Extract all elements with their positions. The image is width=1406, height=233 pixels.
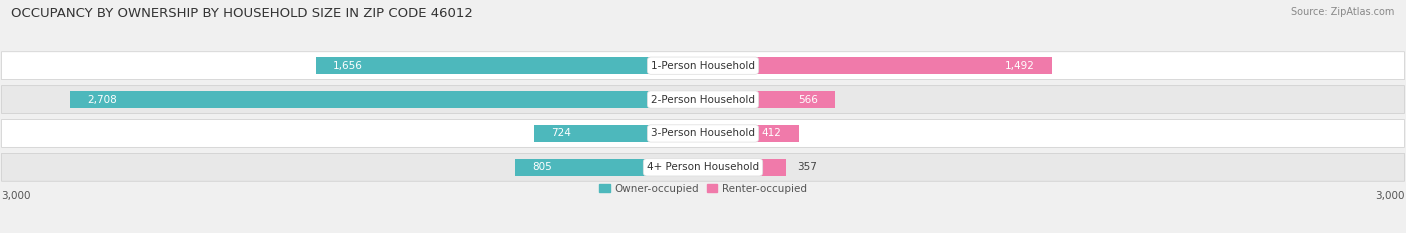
Text: Source: ZipAtlas.com: Source: ZipAtlas.com [1291,7,1395,17]
Text: 1,492: 1,492 [1004,61,1035,71]
Text: 357: 357 [797,162,817,172]
Text: 724: 724 [551,128,571,138]
Text: OCCUPANCY BY OWNERSHIP BY HOUSEHOLD SIZE IN ZIP CODE 46012: OCCUPANCY BY OWNERSHIP BY HOUSEHOLD SIZE… [11,7,474,20]
FancyBboxPatch shape [1,52,1405,79]
Text: 805: 805 [533,162,553,172]
Text: 3-Person Household: 3-Person Household [651,128,755,138]
Text: 2-Person Household: 2-Person Household [651,95,755,105]
Bar [703,125,800,142]
Text: 1-Person Household: 1-Person Household [651,61,755,71]
Text: 412: 412 [762,128,782,138]
Bar [703,158,786,176]
FancyBboxPatch shape [1,154,1405,181]
Legend: Owner-occupied, Renter-occupied: Owner-occupied, Renter-occupied [595,179,811,198]
Bar [316,57,703,75]
Text: 566: 566 [799,95,818,105]
Bar [703,91,835,108]
Bar [515,158,703,176]
Bar [70,91,703,108]
Bar [703,57,1052,75]
Text: 1,656: 1,656 [333,61,363,71]
Bar [534,125,703,142]
Text: 4+ Person Household: 4+ Person Household [647,162,759,172]
Text: 3,000: 3,000 [1375,191,1405,201]
FancyBboxPatch shape [1,86,1405,113]
FancyBboxPatch shape [1,120,1405,147]
Text: 2,708: 2,708 [87,95,117,105]
Text: 3,000: 3,000 [1,191,31,201]
